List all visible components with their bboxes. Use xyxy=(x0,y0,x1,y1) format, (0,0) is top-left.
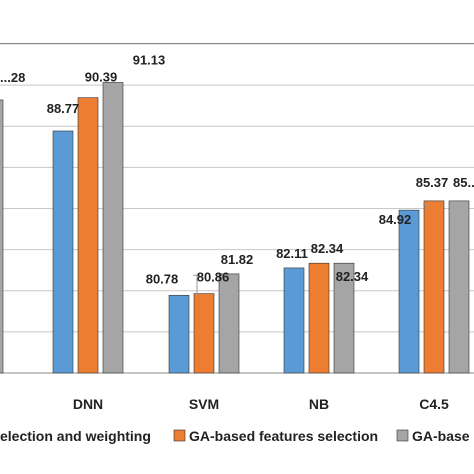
bar-dnn-series0 xyxy=(52,130,74,374)
bar-dnn-series2 xyxy=(102,82,124,374)
legend-label: election and weighting xyxy=(0,428,151,444)
data-label: 82.34 xyxy=(336,269,369,284)
bar-svm-series2 xyxy=(218,273,240,374)
data-label: 84.92 xyxy=(379,212,412,227)
bar-c45-series2 xyxy=(448,200,470,374)
bars xyxy=(0,82,470,374)
x-tick-label: DNN xyxy=(73,396,103,412)
bar-c45-series0 xyxy=(398,209,420,374)
data-label: 91.13 xyxy=(133,52,166,67)
data-label: 85... xyxy=(453,175,474,190)
data-label: 81.82 xyxy=(221,252,254,267)
bar-dnn-series1 xyxy=(77,97,99,374)
legend-label: GA-base xyxy=(412,428,470,444)
x-tick-label: NB xyxy=(309,396,329,412)
data-label: 80.78 xyxy=(146,271,179,286)
data-label: 85.37 xyxy=(416,175,449,190)
x-tick-labels: DNN SVM NB C4.5 xyxy=(73,396,449,412)
bar-svm-series1 xyxy=(193,293,215,374)
label-leader-line xyxy=(423,203,428,211)
bar-nb-series2 xyxy=(333,262,355,374)
bar-group0-series2 xyxy=(0,99,4,374)
data-label: 80.86 xyxy=(197,270,230,285)
data-label: 88.77 xyxy=(47,101,80,116)
legend-swatch xyxy=(396,429,409,442)
data-label: 82.11 xyxy=(276,246,308,261)
legend-label: GA-based features selection xyxy=(189,428,378,444)
bar-c45-series1 xyxy=(423,200,445,374)
bar-nb-series0 xyxy=(283,267,305,374)
bar-svm-series0 xyxy=(168,294,190,374)
data-label: 90.39 xyxy=(85,70,118,85)
legend-swatch xyxy=(173,429,186,442)
data-label: 82.34 xyxy=(311,241,344,256)
x-tick-label: C4.5 xyxy=(419,396,449,412)
label-leader-line xyxy=(193,274,198,296)
data-label: ...28 xyxy=(0,70,25,85)
legend: election and weighting GA-based features … xyxy=(0,428,470,444)
x-tick-label: SVM xyxy=(189,396,219,412)
data-labels: 88.77 80.78 82.11 84.92 90.39 80.86 82.34 85.37… xyxy=(0,52,474,296)
bar-nb-series1 xyxy=(308,262,330,374)
